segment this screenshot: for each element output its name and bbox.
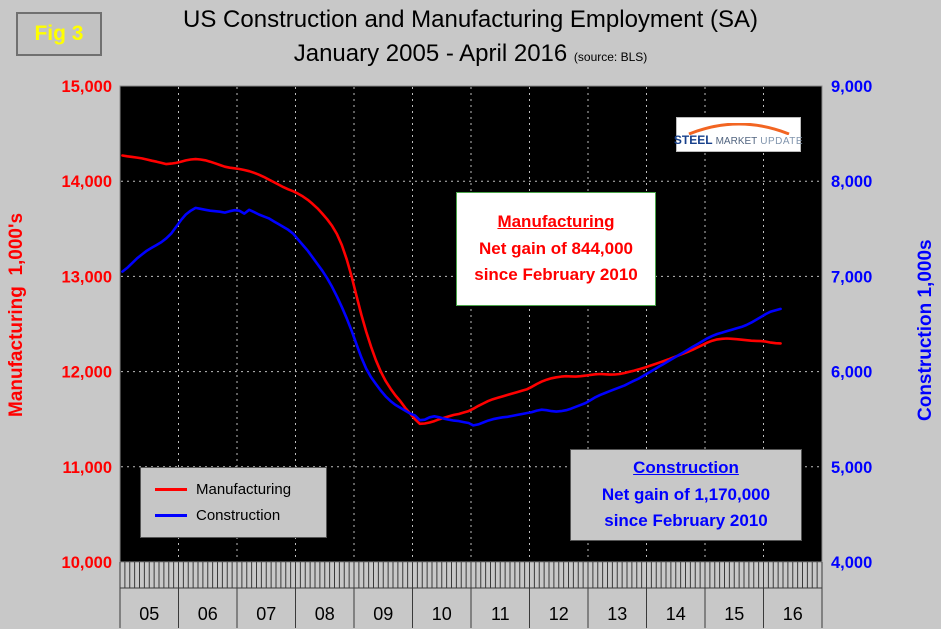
left-tick-3: 12,000	[62, 364, 112, 382]
year-label-08: 08	[315, 604, 335, 624]
x-axis	[119, 562, 823, 628]
year-label-07: 07	[256, 604, 276, 624]
x-axis-year-labels: 05 06 07 08 09 10 11 12 13 14 15 16	[139, 604, 803, 624]
manufacturing-annotation: Manufacturing Net gain of 844,000 since …	[456, 192, 656, 306]
chart-source: (source: BLS)	[573, 50, 648, 64]
logo-word-steel: STEEL	[673, 132, 713, 147]
logo-words: STEEL MARKET UPDATE	[674, 133, 803, 147]
left-tick-4: 11,000	[62, 459, 112, 477]
legend-line-construction	[155, 514, 187, 517]
legend-item-manufacturing: Manufacturing	[155, 481, 326, 498]
right-tick-4: 5,000	[831, 459, 872, 477]
left-tick-1: 14,000	[62, 173, 112, 191]
construction-annotation: Construction Net gain of 1,170,000 since…	[570, 449, 802, 541]
manufacturing-annotation-line3: since February 2010	[474, 265, 638, 285]
right-tick-5: 4,000	[831, 554, 872, 572]
construction-annotation-line3: since February 2010	[604, 511, 768, 531]
legend-label-construction: Construction	[196, 507, 281, 524]
construction-annotation-title: Construction	[633, 458, 739, 478]
right-tick-2: 7,000	[831, 268, 872, 286]
right-axis-title: Construction 1,000s	[915, 239, 936, 421]
left-tick-2: 13,000	[62, 268, 112, 286]
right-tick-1: 8,000	[831, 173, 872, 191]
year-label-16: 16	[783, 604, 803, 624]
construction-annotation-line2: Net gain of 1,170,000	[601, 484, 771, 504]
steel-market-update-logo: STEEL MARKET UPDATE	[674, 117, 803, 152]
right-tick-0: 9,000	[831, 78, 872, 96]
left-axis-title: Manufacturing 1,000's	[6, 212, 27, 418]
year-label-12: 12	[549, 604, 569, 624]
series-line-construction	[121, 206, 782, 427]
chart-subtitle: January 2005 - April 2016 (source: BLS)	[0, 40, 941, 68]
left-axis-tick-labels: 15,000 14,000 13,000 12,000 11,000 10,000	[62, 78, 112, 572]
figure-number-box: Fig 3	[16, 12, 102, 56]
left-tick-5: 10,000	[62, 554, 112, 572]
year-label-14: 14	[666, 604, 686, 624]
legend-label-manufacturing: Manufacturing	[196, 481, 292, 498]
manufacturing-annotation-title: Manufacturing	[497, 212, 615, 232]
chart-subtitle-dates: January 2005 - April 2016	[293, 40, 568, 67]
year-label-13: 13	[607, 604, 627, 624]
left-tick-0: 15,000	[62, 78, 112, 96]
manufacturing-annotation-line2: Net gain of 844,000	[478, 238, 633, 258]
chart-title: US Construction and Manufacturing Employ…	[183, 6, 758, 33]
logo-word-market: MARKET	[715, 135, 758, 147]
logo-word-update: UPDATE	[760, 135, 804, 147]
right-tick-3: 6,000	[831, 364, 872, 382]
logo-swoosh-icon	[687, 122, 790, 135]
year-label-05: 05	[139, 604, 159, 624]
year-label-15: 15	[724, 604, 744, 624]
year-label-09: 09	[373, 604, 393, 624]
figure-number-label: Fig 3	[34, 22, 84, 45]
legend-item-construction: Construction	[155, 507, 326, 524]
year-label-11: 11	[491, 604, 510, 624]
gridlines	[121, 87, 821, 561]
right-axis-tick-labels: 9,000 8,000 7,000 6,000 5,000 4,000	[831, 78, 872, 572]
year-label-06: 06	[198, 604, 218, 624]
legend: Manufacturing Construction	[140, 467, 327, 538]
year-label-10: 10	[432, 604, 452, 624]
legend-line-manufacturing	[155, 488, 187, 491]
